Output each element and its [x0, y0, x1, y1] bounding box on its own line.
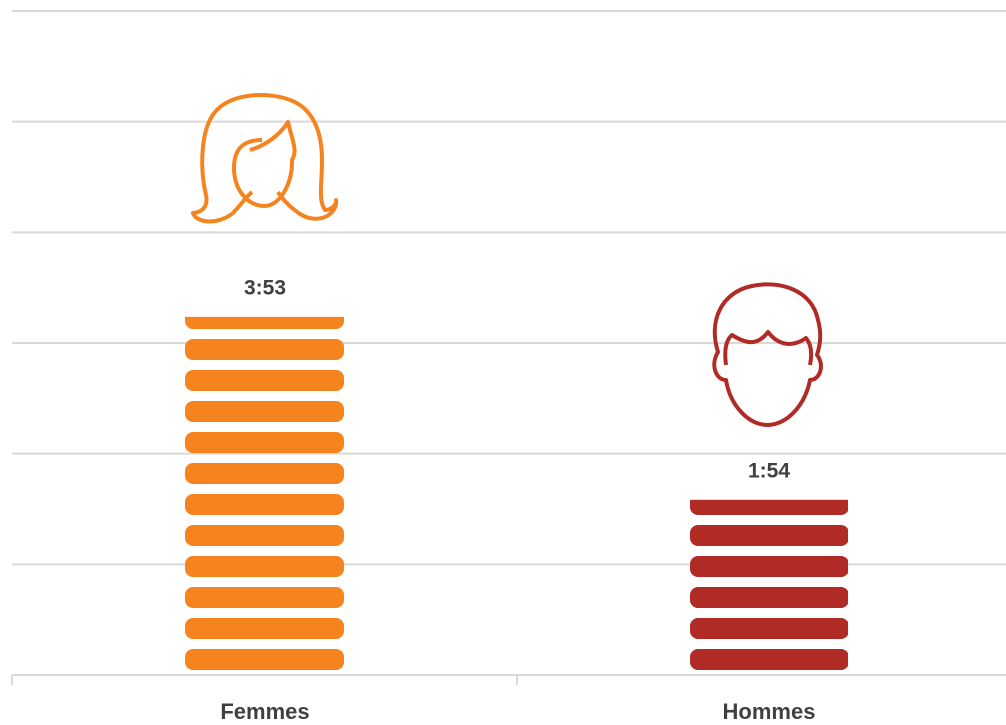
value-label: 3:53 [244, 276, 286, 299]
x-tick-label: Hommes [723, 699, 816, 724]
x-tick-label: Femmes [220, 699, 309, 724]
man-icon [712, 282, 823, 427]
woman-icon [191, 93, 339, 224]
value-label: 1:54 [748, 459, 790, 482]
bar [689, 499, 848, 670]
bar [185, 316, 344, 670]
